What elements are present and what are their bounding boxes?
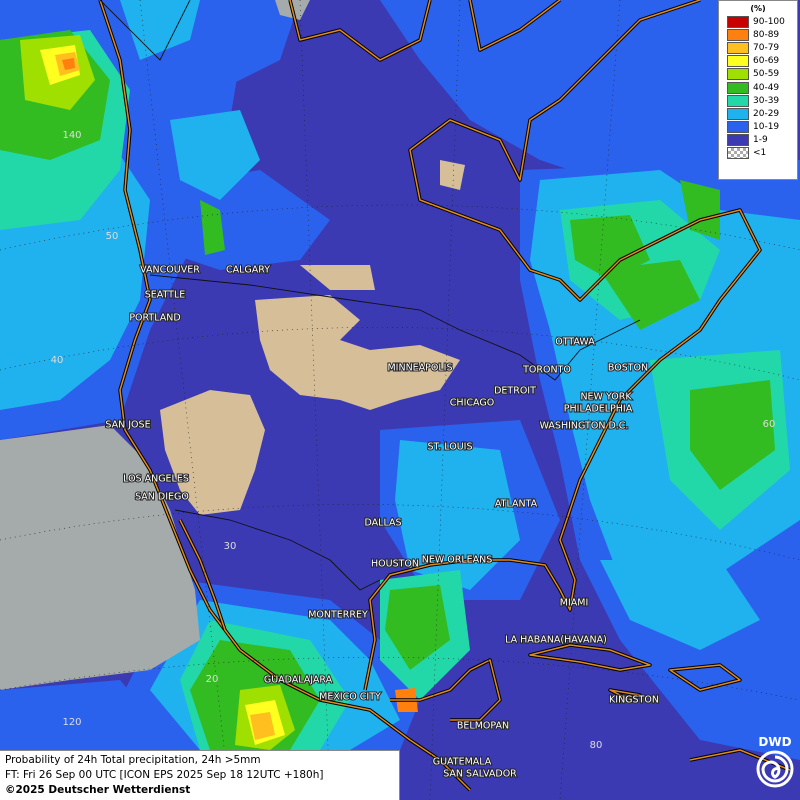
grid-label: 60 <box>763 419 776 430</box>
city-label: GUADALAJARA <box>264 675 333 686</box>
grid-label: 120 <box>62 717 81 728</box>
city-label: HOUSTON <box>371 559 419 570</box>
legend-swatch <box>727 134 749 147</box>
city-label: SEATTLE <box>145 290 186 301</box>
legend-item: 50-59 <box>719 68 797 81</box>
legend-label: <1 <box>753 148 767 159</box>
city-label: MINNEAPOLIS <box>387 363 452 374</box>
legend-swatch <box>727 15 749 28</box>
grid-labels: 140 50 40 60 30 20 120 80 <box>51 130 776 751</box>
city-label: WASHINGTON D.C. <box>540 421 629 432</box>
legend-swatch <box>727 55 749 68</box>
legend-label: 40-49 <box>753 82 780 93</box>
city-label: DETROIT <box>494 386 536 397</box>
legend-label: 10-19 <box>753 122 780 133</box>
legend-item: 70-79 <box>719 41 797 54</box>
borders <box>99 0 641 591</box>
city-label: PHILADELPHIA <box>564 404 633 415</box>
legend-label: 50-59 <box>753 69 780 80</box>
legend-item: 40-49 <box>719 81 797 94</box>
legend-swatch <box>727 41 749 54</box>
city-label: BOSTON <box>608 363 648 374</box>
city-label: TORONTO <box>522 365 571 376</box>
footer: Probability of 24h Total precipitation, … <box>0 750 400 800</box>
city-label: OTTAWA <box>555 337 595 348</box>
logo-text: DWD <box>758 735 792 749</box>
city-label: LOS ANGELES <box>123 474 189 485</box>
legend-label: 1-9 <box>753 135 768 146</box>
footer-line: Probability of 24h Total precipitation, … <box>5 754 261 766</box>
legend-items: 90-100 80-89 70-79 60-69 50-59 40-49 30-39 20-2… <box>719 15 797 160</box>
footer-line: FT: Fri 26 Sep 00 UTC [ICON EPS 2025 Sep… <box>5 769 324 781</box>
legend-label: 90-100 <box>753 16 785 27</box>
city-label: BELMOPAN <box>457 721 509 732</box>
legend-item: 60-69 <box>719 55 797 68</box>
dry-terrain <box>160 160 465 515</box>
city-label: CALGARY <box>226 265 270 276</box>
city-label: ST. LOUIS <box>428 442 473 453</box>
city-label: LA HABANA(HAVANA) <box>505 635 607 646</box>
city-label: ATLANTA <box>495 499 538 510</box>
city-label: MEXICO CITY <box>319 692 381 703</box>
legend-item: <1 <box>719 147 797 160</box>
city-label: VANCOUVER <box>140 265 200 276</box>
city-label: KINGSTON <box>609 695 659 706</box>
legend-swatch <box>727 107 749 120</box>
legend-label: 30-39 <box>753 95 780 106</box>
city-label: CHICAGO <box>450 398 494 409</box>
legend-item: 80-89 <box>719 28 797 41</box>
legend-item: 1-9 <box>719 134 797 147</box>
city-label: DALLAS <box>365 518 402 529</box>
legend-item: 20-29 <box>719 107 797 120</box>
grid-label: 40 <box>51 355 64 366</box>
grid-label: 20 <box>206 674 219 685</box>
city-label: MIAMI <box>560 598 589 609</box>
legend-label: 20-29 <box>753 108 780 119</box>
logo: DWD <box>752 735 798 797</box>
logo-icon <box>756 750 794 788</box>
legend-swatch <box>727 147 749 160</box>
grid-label: 30 <box>224 541 237 552</box>
legend-swatch <box>727 28 749 41</box>
city-label: SAN DIEGO <box>135 492 189 503</box>
legend-label: 60-69 <box>753 56 780 67</box>
grid-label: 50 <box>106 231 119 242</box>
cities: VANCOUVER CALGARY SEATTLE PORTLAND MINNE… <box>104 264 660 781</box>
legend-swatch <box>727 94 749 107</box>
coastline <box>98 0 791 792</box>
city-label: NEW YORK <box>580 392 632 403</box>
legend-swatch <box>727 121 749 134</box>
legend-item: 10-19 <box>719 121 797 134</box>
legend-title: (%) <box>750 4 766 13</box>
no-data <box>0 425 200 690</box>
legend: (%) 90-100 80-89 70-79 60-69 50-59 40-49 30-39… <box>718 0 798 180</box>
city-label: MONTERREY <box>308 610 368 621</box>
city-label: SAN SALVADOR <box>443 769 517 780</box>
city-label: PORTLAND <box>129 313 180 324</box>
legend-swatch <box>727 81 749 94</box>
legend-swatch <box>727 68 749 81</box>
grid-label: 140 <box>62 130 81 141</box>
city-label: NEW ORLEANS <box>422 555 493 566</box>
city-label: GUATEMALA <box>433 757 492 768</box>
legend-label: 70-79 <box>753 42 780 53</box>
legend-label: 80-89 <box>753 29 780 40</box>
legend-item: 90-100 <box>719 15 797 28</box>
grid-label: 80 <box>590 740 603 751</box>
city-label: SAN JOSE <box>105 420 150 431</box>
legend-item: 30-39 <box>719 94 797 107</box>
footer-copyright: ©2025 Deutscher Wetterdienst <box>5 784 191 796</box>
